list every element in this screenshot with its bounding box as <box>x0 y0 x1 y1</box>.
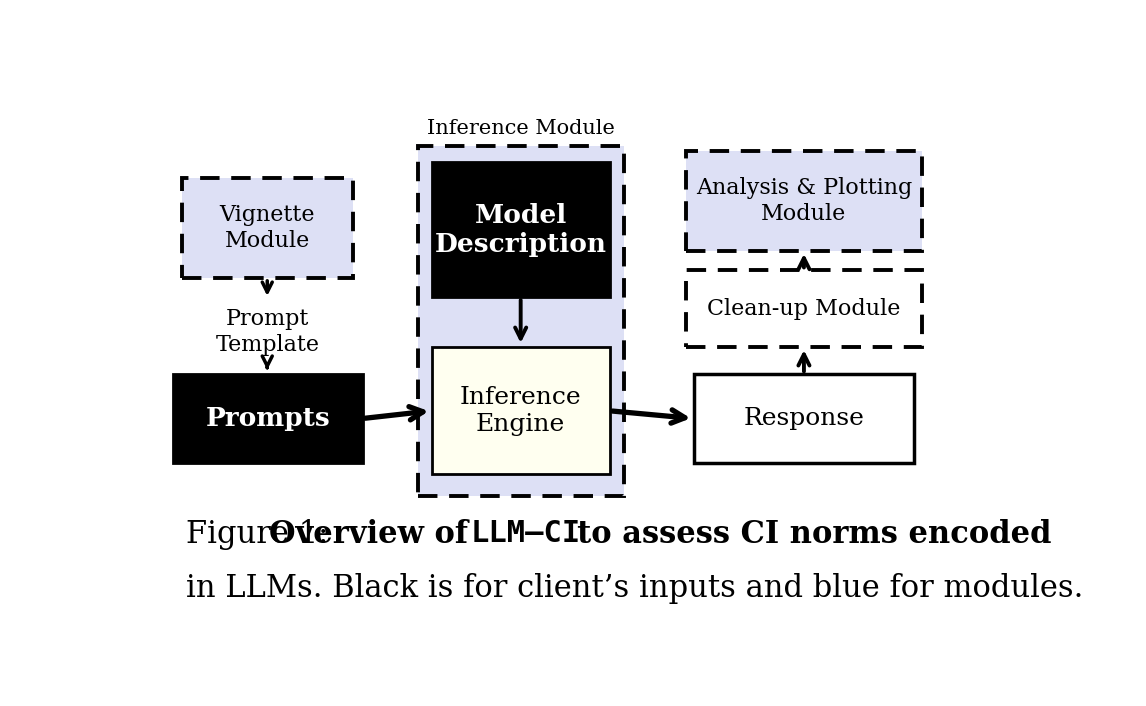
Bar <box>182 178 353 278</box>
Text: Figure 1:: Figure 1: <box>186 519 335 550</box>
Text: Analysis & Plotting
Module: Analysis & Plotting Module <box>696 177 912 225</box>
Text: in LLMs. Black is for client’s inputs and blue for modules.: in LLMs. Black is for client’s inputs an… <box>186 573 1083 604</box>
Text: Model
Description: Model Description <box>434 203 606 257</box>
Bar <box>432 347 610 474</box>
Text: Prompt
Template: Prompt Template <box>215 309 320 356</box>
Text: Clean-up Module: Clean-up Module <box>707 298 901 320</box>
Bar <box>693 374 915 463</box>
Text: to assess CI norms encoded: to assess CI norms encoded <box>571 519 1052 550</box>
Bar <box>418 145 623 496</box>
Text: Inference
Engine: Inference Engine <box>460 386 581 436</box>
Text: Prompts: Prompts <box>205 406 330 431</box>
Text: Vignette
Module: Vignette Module <box>220 204 315 251</box>
Bar <box>173 374 362 463</box>
Bar <box>685 270 923 347</box>
Text: Response: Response <box>744 407 864 430</box>
Text: Inference Module: Inference Module <box>427 119 615 138</box>
Bar <box>432 162 610 297</box>
Text: Overview of: Overview of <box>269 519 474 550</box>
Bar <box>685 151 923 251</box>
Text: LLM–CI: LLM–CI <box>470 519 581 548</box>
